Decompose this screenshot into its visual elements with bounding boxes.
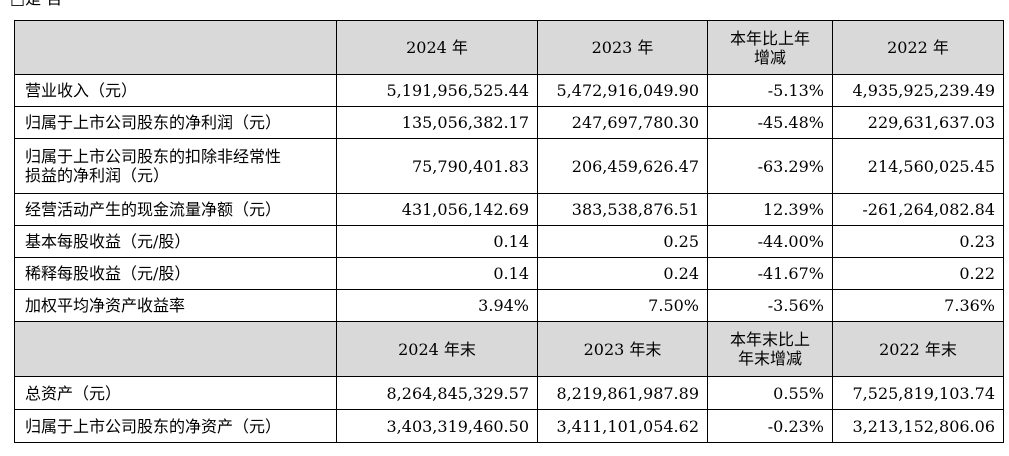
table-header-row-year-end: 2024 年末 2023 年末 本年末比上 年末增减 2022 年末: [14, 321, 1004, 377]
cell-2022: -261,264,082.84: [832, 193, 1004, 226]
cell-change: -41.67%: [707, 257, 833, 290]
cell-change: -44.00%: [707, 225, 833, 258]
header-yoy-change-line1: 本年比上年: [729, 28, 810, 48]
header-2024-end: 2024 年末: [336, 321, 538, 377]
row-label: 加权平均净资产收益率: [14, 289, 337, 322]
cell-change: 0.55%: [707, 376, 833, 410]
cell-change: -5.13%: [707, 74, 833, 107]
table-row-net-profit: 归属于上市公司股东的净利润（元） 135,056,382.17 247,697,…: [14, 106, 1004, 139]
header-year-end-change-line1: 本年末比上: [729, 330, 810, 349]
cell-2024: 0.14: [336, 225, 538, 258]
cell-2022: 229,631,637.03: [832, 106, 1004, 139]
table-row-net-assets: 归属于上市公司股东的净资产（元） 3,403,319,460.50 3,411,…: [14, 409, 1004, 443]
cell-2022: 4,935,925,239.49: [832, 74, 1004, 107]
cell-2024: 8,264,845,329.57: [336, 376, 538, 410]
header-blank-cell: [14, 20, 337, 75]
cell-2023: 0.25: [537, 225, 708, 258]
table-row-operating-cash-flow: 经营活动产生的现金流量净额（元） 431,056,142.69 383,538,…: [14, 193, 1004, 226]
table-row-basic-eps: 基本每股收益（元/股） 0.14 0.25 -44.00% 0.23: [14, 225, 1004, 258]
row-label: 归属于上市公司股东的扣除非经常性 损益的净利润（元）: [14, 138, 337, 194]
cell-change: -45.48%: [707, 106, 833, 139]
row-label: 基本每股收益（元/股）: [14, 225, 337, 258]
top-text-fragment: □是 否: [10, 0, 62, 8]
header-2023: 2023 年: [537, 20, 708, 75]
table-row-net-profit-deducted: 归属于上市公司股东的扣除非经常性 损益的净利润（元） 75,790,401.83…: [14, 138, 1004, 194]
row-label: 稀释每股收益（元/股）: [14, 257, 337, 290]
header-blank-cell: [14, 321, 337, 377]
cell-2022: 3,213,152,806.06: [832, 409, 1004, 443]
cell-2023: 8,219,861,987.89: [537, 376, 708, 410]
table-row-revenue: 营业收入（元） 5,191,956,525.44 5,472,916,049.9…: [14, 74, 1004, 107]
header-2022: 2022 年: [832, 20, 1004, 75]
cell-2023: 5,472,916,049.90: [537, 74, 708, 107]
cell-2024: 135,056,382.17: [336, 106, 538, 139]
row-label: 经营活动产生的现金流量净额（元）: [14, 193, 337, 226]
cell-change: 12.39%: [707, 193, 833, 226]
header-yoy-change: 本年比上年 增减: [707, 20, 833, 75]
cell-2024: 75,790,401.83: [336, 138, 538, 194]
header-year-end-change: 本年末比上 年末增减: [707, 321, 833, 377]
row-label: 营业收入（元）: [14, 74, 337, 107]
table-row-total-assets: 总资产（元） 8,264,845,329.57 8,219,861,987.89…: [14, 376, 1004, 410]
cell-change: -3.56%: [707, 289, 833, 322]
row-label-line1: 归属于上市公司股东的扣除非经常性: [25, 147, 282, 166]
header-year-end-change-line2: 年末增减: [737, 349, 802, 368]
cell-2022: 0.22: [832, 257, 1004, 290]
cell-2024: 431,056,142.69: [336, 193, 538, 226]
row-label: 归属于上市公司股东的净利润（元）: [14, 106, 337, 139]
row-label: 总资产（元）: [14, 376, 337, 410]
cell-2023: 7.50%: [537, 289, 708, 322]
cell-2024: 3.94%: [336, 289, 538, 322]
cell-change: -0.23%: [707, 409, 833, 443]
row-label-line2: 损益的净利润（元）: [25, 166, 170, 185]
financial-indicators-table: 2024 年 2023 年 本年比上年 增减 2022 年 营业收入（元） 5,…: [14, 20, 1004, 443]
table-header-row-years: 2024 年 2023 年 本年比上年 增减 2022 年: [14, 20, 1004, 75]
cell-2023: 247,697,780.30: [537, 106, 708, 139]
cell-2023: 0.24: [537, 257, 708, 290]
cell-2022: 0.23: [832, 225, 1004, 258]
cell-2024: 3,403,319,460.50: [336, 409, 538, 443]
header-2023-end: 2023 年末: [537, 321, 708, 377]
table-row-diluted-eps: 稀释每股收益（元/股） 0.14 0.24 -41.67% 0.22: [14, 257, 1004, 290]
row-label: 归属于上市公司股东的净资产（元）: [14, 409, 337, 443]
cell-2024: 5,191,956,525.44: [336, 74, 538, 107]
header-2024: 2024 年: [336, 20, 538, 75]
cell-2022: 214,560,025.45: [832, 138, 1004, 194]
header-2022-end: 2022 年末: [832, 321, 1004, 377]
cell-2023: 383,538,876.51: [537, 193, 708, 226]
table-row-roe: 加权平均净资产收益率 3.94% 7.50% -3.56% 7.36%: [14, 289, 1004, 322]
cell-change: -63.29%: [707, 138, 833, 194]
cell-2024: 0.14: [336, 257, 538, 290]
header-yoy-change-line2: 增减: [753, 47, 786, 67]
cell-2023: 206,459,626.47: [537, 138, 708, 194]
cell-2022: 7,525,819,103.74: [832, 376, 1004, 410]
cell-2023: 3,411,101,054.62: [537, 409, 708, 443]
cell-2022: 7.36%: [832, 289, 1004, 322]
